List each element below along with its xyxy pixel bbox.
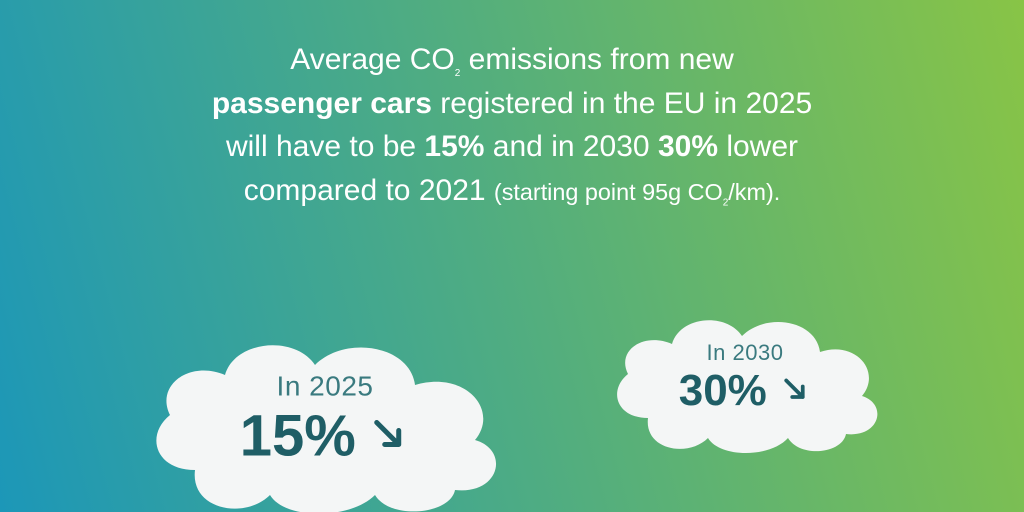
cloud-year-label: In 2025 (240, 371, 411, 403)
arrow-down-right-icon (370, 416, 410, 456)
headline-text: Average CO2 emissions from new passenger… (102, 38, 922, 212)
arrow-down-right-icon (781, 376, 811, 406)
cloud-2025: In 2025 15% (135, 320, 515, 512)
cloud-year-label: In 2030 (679, 340, 812, 366)
cloud-percent: 30% (679, 366, 767, 416)
cloud-percent: 15% (240, 403, 356, 470)
cloud-2030: In 2030 30% (600, 300, 890, 455)
